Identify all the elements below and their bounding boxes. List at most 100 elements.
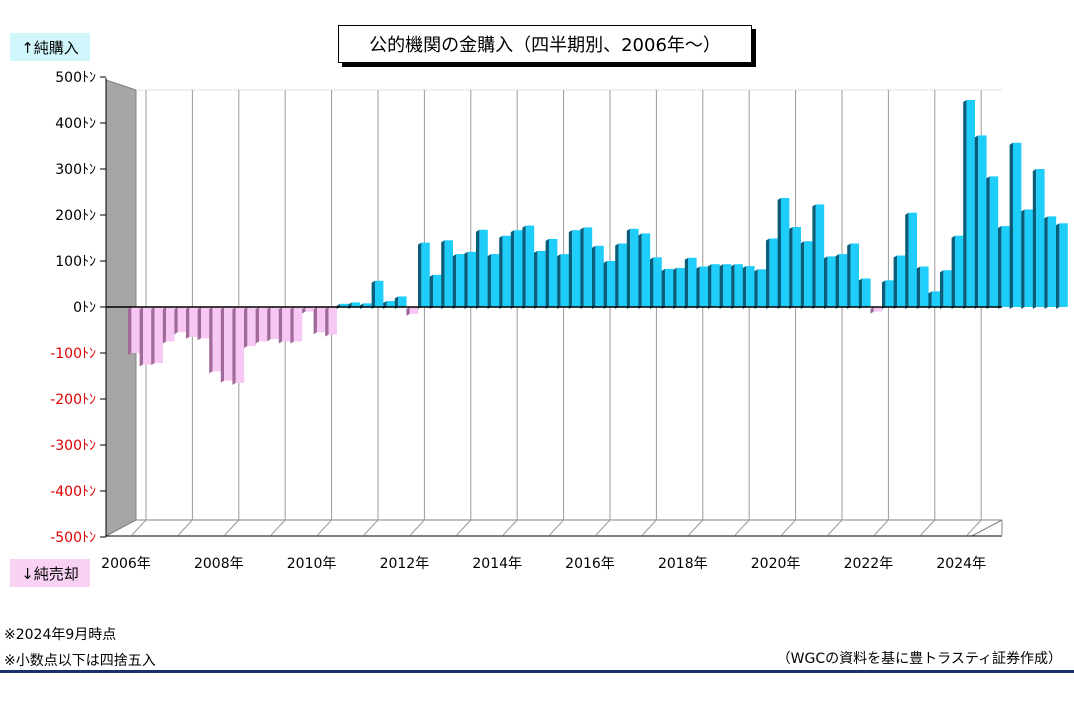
bar-front [583,227,593,307]
bar-side [452,254,457,309]
bar [1009,142,1022,309]
y-tick-label: -200ﾄﾝ [50,392,96,408]
bar-side [348,302,352,309]
bar-side [974,135,979,309]
y-tick-label: 100ﾄﾝ [55,254,96,270]
bar-front [293,307,303,342]
bar-side [545,238,549,309]
bar-side [684,257,689,309]
gridline-floor [642,519,657,536]
bar-front [665,268,674,307]
bar [220,307,233,383]
bar-side [592,245,596,309]
bar-front [282,307,291,342]
bar-front [386,301,395,307]
bar [870,307,883,314]
bar-side [464,251,468,309]
bar-front [143,307,152,365]
bar-front [804,241,813,307]
bar-side [128,307,132,355]
bar-front [815,204,825,307]
bar-side [186,307,190,339]
bar-front [781,197,790,307]
bar [696,266,709,309]
bar [499,235,511,309]
gridline-floor [781,519,796,536]
bar-side [244,307,248,349]
y-tick-label: -500ﾄﾝ [50,530,96,546]
bar [232,307,245,385]
bar-side [487,254,491,309]
x-tick-label: 2012年 [380,556,430,572]
bar [882,280,894,309]
bar [638,233,651,309]
bar-side [626,228,631,309]
bar [383,301,395,309]
bar-side [383,301,387,309]
y-tick-label: -400ﾄﾝ [50,484,96,500]
bar-side [882,280,886,309]
floor [105,519,1003,537]
bar [534,250,546,309]
bar [858,278,871,309]
bar [673,267,685,309]
bar [278,307,291,344]
bar-side [1044,216,1048,309]
bar-side [302,307,306,314]
bar [1032,169,1045,309]
bar-side [951,235,955,309]
bar [847,243,859,309]
bar-side [510,230,515,309]
bar-side [162,307,167,344]
bar-side [858,278,863,309]
bar-side [870,307,874,314]
bar [418,242,430,309]
bar-front [931,291,941,307]
gridline-floor [270,519,286,536]
bar-side [580,227,584,309]
bar-side [139,307,143,367]
bar [522,225,535,309]
gridline-floor [549,519,564,536]
bar-front [792,226,801,307]
gridline-floor [456,519,472,536]
bar [580,227,593,309]
bar [545,238,558,309]
gridline-floor [920,519,936,536]
bar [360,303,372,309]
x-tick-label: 2010年 [287,556,337,572]
bar [302,307,314,314]
bar-front [1013,142,1022,307]
bar [731,264,743,309]
bar [766,238,778,309]
bar-front [433,274,442,307]
bar-side [777,197,781,309]
bar-side [197,307,201,341]
bar-front [351,302,361,307]
bar-side [638,233,642,309]
bar-front [525,225,535,307]
bar [742,266,755,309]
bar-front [827,256,836,307]
bar [186,307,198,339]
gridline-floor [688,519,704,536]
bar [777,197,790,309]
bar-side [441,240,445,309]
bar-side [476,229,480,309]
bar-side [1021,209,1025,309]
bar [1021,209,1033,309]
bar-side [708,264,712,309]
bar-front [491,254,500,307]
bar [800,241,813,309]
bar-front [978,135,987,307]
bar [174,307,187,335]
x-tick-label: 2016年 [565,556,615,572]
bar-front [247,307,256,347]
bar-front [166,307,175,342]
bar-side [418,242,422,309]
bar-side [220,307,225,383]
bar [940,270,952,309]
bar-side [151,307,155,366]
y-tick-label: 500ﾄﾝ [55,70,96,86]
